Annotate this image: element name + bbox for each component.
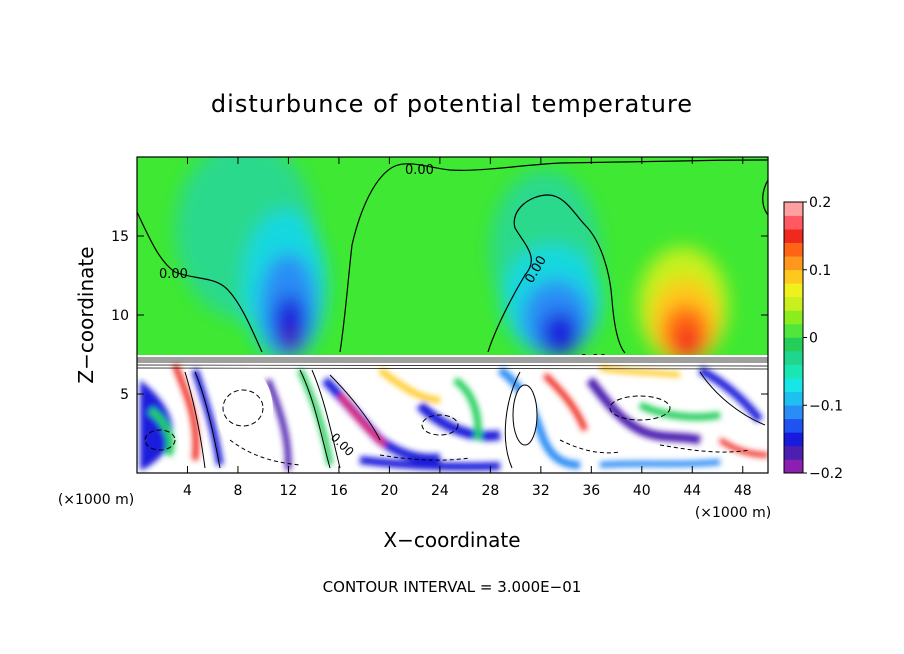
patch — [599, 459, 721, 468]
patch — [542, 372, 588, 432]
zero-contour-middle — [339, 159, 768, 353]
x-tick-label: 28 — [481, 483, 499, 499]
colorbar-tick-label: 0 — [809, 331, 818, 347]
colorbar-ticks: 0.2 0.1 0 −0.1 −0.2 — [803, 195, 843, 482]
patch — [452, 377, 482, 441]
colorbar-swatch — [784, 459, 803, 474]
x-tick-label: 4 — [183, 483, 192, 499]
x-tick-label: 12 — [280, 483, 298, 499]
x-tick-label: 48 — [734, 483, 752, 499]
white-eddy — [217, 368, 273, 452]
x-tick-label: 36 — [582, 483, 600, 499]
colorbar-swatch — [784, 256, 803, 271]
colorbar-swatch — [784, 310, 803, 325]
warm-peak — [676, 329, 700, 357]
colorbar-swatches — [784, 202, 803, 474]
patch — [497, 366, 581, 469]
y-tick-label: 15 — [111, 229, 129, 245]
cold-core-2 — [541, 311, 579, 355]
patch — [586, 377, 702, 445]
patch — [698, 366, 764, 423]
colorbar-swatch — [784, 269, 803, 284]
colorbar-swatch — [784, 445, 803, 460]
colorbar-swatch — [784, 296, 803, 311]
patch — [718, 437, 768, 458]
cold-peak-1 — [281, 326, 299, 354]
solid-contours-lower — [184, 369, 766, 469]
y-tick-label: 5 — [120, 387, 129, 403]
contour-interval-note: CONTOUR INTERVAL = 3.000E−01 — [323, 578, 582, 596]
colorbar-swatch — [784, 323, 803, 338]
colorbar-swatch — [784, 229, 803, 243]
dense-layer-contours — [137, 357, 768, 370]
zero-contour-right-edge — [762, 179, 768, 216]
colorbar-tick-label: −0.1 — [809, 398, 843, 414]
contour-label: 0.00 — [159, 267, 188, 282]
dashed-contour — [144, 429, 176, 451]
x-axis-ticks: 4 8 12 16 20 24 28 32 36 40 44 48 — [183, 157, 752, 499]
dashed-contour — [512, 384, 538, 446]
colorbar-swatch — [784, 364, 803, 379]
dashed-contour — [421, 414, 459, 436]
colorbar-tick-label: 0.1 — [809, 263, 831, 279]
colorbar-tick-label: −0.2 — [809, 466, 843, 482]
colorbar-swatch — [784, 378, 803, 392]
patch — [147, 406, 175, 457]
colorbar-swatch — [784, 283, 803, 298]
patch — [338, 393, 387, 447]
colorbar-tick-label: 0.2 — [809, 195, 831, 211]
dashed-contours-lower — [229, 439, 751, 466]
patch — [172, 363, 199, 461]
x-tick-label: 44 — [683, 483, 701, 499]
y-axis-label: Z−coordinate — [74, 246, 98, 383]
plot-area: 0.00 0.00 0.00 0.00 — [111, 156, 769, 499]
x-axis-label: X−coordinate — [383, 528, 520, 552]
colorbar-swatch — [784, 351, 803, 365]
patch — [140, 380, 173, 470]
colorbar-swatch — [784, 405, 803, 420]
x-unit-label: (×1000 m) — [695, 505, 771, 521]
colorbar-swatch — [784, 391, 803, 406]
turbulent-layer: 0.00 — [137, 355, 768, 473]
dashed-contour — [222, 389, 264, 427]
x-tick-label: 8 — [233, 483, 242, 499]
zero-contour-left — [137, 211, 263, 353]
upper-field: 0.00 0.00 0.00 0.00 — [137, 157, 768, 366]
colorbar-swatch — [784, 202, 803, 216]
y-tick-label: 10 — [111, 308, 129, 324]
colorbar-swatch — [784, 418, 803, 433]
colorbar-swatch — [784, 242, 803, 257]
x-tick-label: 24 — [431, 483, 449, 499]
dashed-contour — [609, 395, 671, 421]
x-tick-label: 20 — [380, 483, 398, 499]
chart-title: disturbunce of potential temperature — [211, 90, 693, 118]
colorbar-swatch — [784, 337, 803, 352]
patch — [378, 367, 441, 403]
patch — [265, 378, 292, 471]
patch — [638, 401, 721, 421]
x-tick-label: 16 — [330, 483, 348, 499]
zero-contour-dome — [487, 194, 626, 354]
colorbar-swatch — [784, 215, 803, 230]
y-unit-label: (×1000 m) — [58, 492, 134, 508]
y-axis-ticks: 5 10 15 — [111, 229, 768, 403]
colorbar-swatch — [784, 432, 803, 447]
x-tick-label: 40 — [633, 483, 651, 499]
contour-label: 0.00 — [405, 163, 434, 178]
x-tick-label: 32 — [532, 483, 550, 499]
patch — [359, 456, 501, 471]
colorbar: 0.2 0.1 0 −0.1 −0.2 — [783, 195, 843, 482]
